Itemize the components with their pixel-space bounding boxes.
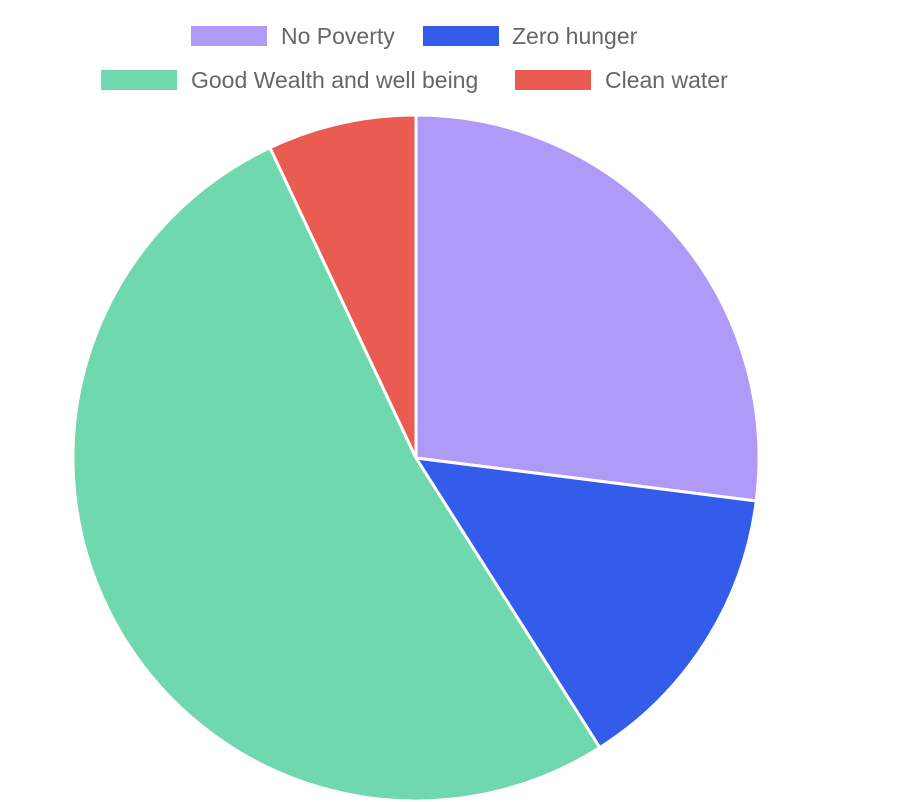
pie-slice-no-poverty[interactable] [414,113,761,503]
legend-swatch [191,26,267,46]
legend-item[interactable]: Zero hunger [423,23,638,49]
legend-item[interactable]: No Poverty [191,23,395,49]
legend-item[interactable]: Good Wealth and well being [101,67,478,93]
pie-slice-good-wealth-and-well-being[interactable] [71,145,602,802]
pie-slice-clean-water[interactable] [267,113,418,459]
chart-legend: No Poverty Zero hunger Good Wealth and wel… [101,23,728,93]
pie-slice-zero-hunger[interactable] [413,456,758,750]
legend-label: Good Wealth and well being [191,67,478,93]
legend-label: Zero hunger [512,23,638,49]
legend-swatch [423,26,499,46]
legend-swatch [515,70,591,90]
legend-label: No Poverty [281,23,395,49]
pie-slices [71,113,761,802]
legend-label: Clean water [605,67,728,93]
legend-swatch [101,70,177,90]
legend-item[interactable]: Clean water [515,67,728,93]
